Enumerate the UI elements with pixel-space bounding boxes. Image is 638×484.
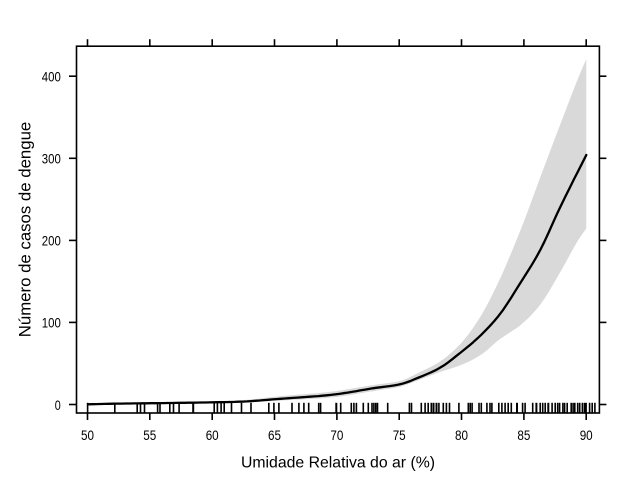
svg-text:60: 60 <box>206 427 219 443</box>
svg-text:Umidade Relativa do ar (%): Umidade Relativa do ar (%) <box>241 455 435 472</box>
svg-text:80: 80 <box>455 427 468 443</box>
svg-text:0: 0 <box>55 397 61 413</box>
svg-text:100: 100 <box>42 315 61 331</box>
svg-text:65: 65 <box>268 427 281 443</box>
svg-text:200: 200 <box>42 233 61 249</box>
svg-text:400: 400 <box>42 69 61 85</box>
svg-text:75: 75 <box>393 427 406 443</box>
svg-text:55: 55 <box>143 427 156 443</box>
svg-text:300: 300 <box>42 151 61 167</box>
svg-text:Número de casos de dengue: Número de casos de dengue <box>16 122 35 338</box>
svg-text:70: 70 <box>330 427 343 443</box>
svg-text:90: 90 <box>580 427 593 443</box>
svg-text:50: 50 <box>81 427 94 443</box>
svg-text:85: 85 <box>517 427 530 443</box>
